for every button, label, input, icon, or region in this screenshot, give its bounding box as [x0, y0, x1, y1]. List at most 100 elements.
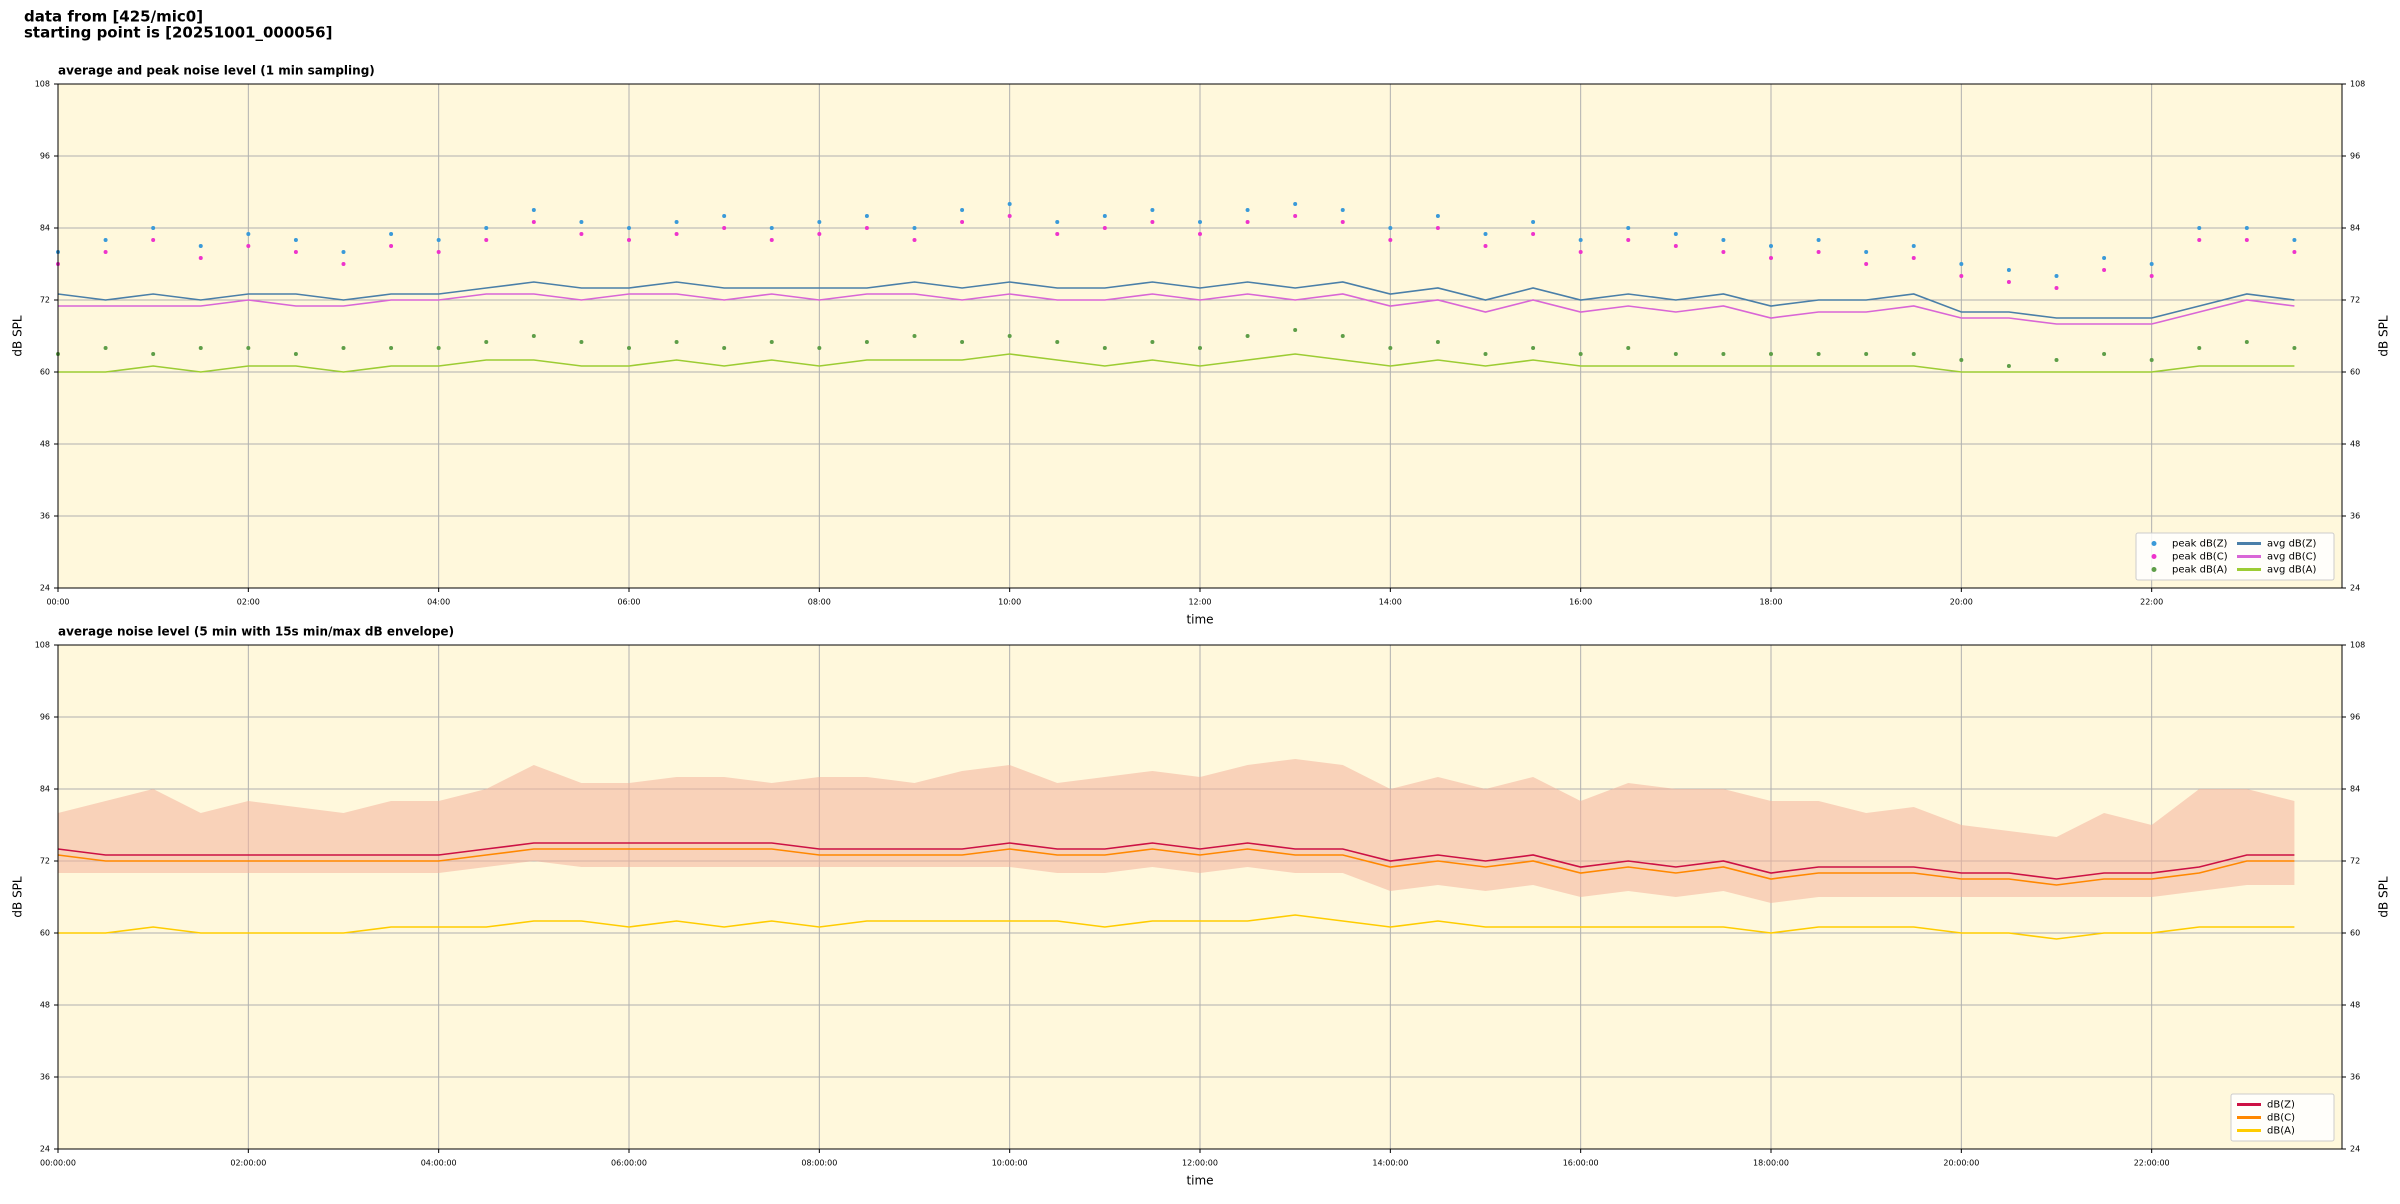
x-tick-label: 04:00:00	[421, 1159, 457, 1168]
y-tick-label: 36	[2350, 1073, 2360, 1082]
legend-label: dB(C)	[2267, 1113, 2295, 1124]
y-tick-label: 24	[2350, 584, 2360, 593]
peak-point	[1340, 220, 1345, 224]
x-tick-label: 10:00:00	[992, 1159, 1028, 1168]
peak-point	[1816, 238, 1821, 242]
peak-point	[1435, 226, 1440, 230]
x-axis-label: time	[1186, 613, 1213, 627]
peak-point	[674, 340, 679, 344]
peak-point	[2244, 238, 2249, 242]
y-tick-label: 60	[2350, 929, 2360, 938]
peak-point	[103, 250, 108, 254]
header-line: data from [425/mic0]	[24, 8, 203, 26]
peak-point	[198, 346, 203, 350]
y-tick-label: 84	[2350, 785, 2360, 794]
peak-point	[1340, 208, 1345, 212]
peak-point	[1578, 250, 1583, 254]
legend-label: dB(Z)	[2267, 1100, 2295, 1111]
peak-point	[1769, 256, 1773, 260]
x-tick-label: 02:00:00	[230, 1159, 266, 1168]
peak-point	[769, 340, 774, 344]
y-tick-label: 60	[40, 929, 50, 938]
x-tick-label: 10:00	[998, 598, 1021, 607]
x-tick-label: 14:00	[1379, 598, 1402, 607]
peak-point	[2149, 274, 2154, 278]
x-axis-label: time	[1186, 1174, 1213, 1188]
series-line	[58, 293, 2295, 325]
peak-point	[151, 226, 156, 230]
x-tick-label: 16:00	[1569, 598, 1592, 607]
peak-point	[389, 232, 394, 236]
peak-point	[2197, 238, 2202, 242]
peak-point	[1531, 346, 1536, 350]
peak-point	[2054, 286, 2059, 290]
peak-point	[103, 238, 108, 242]
peak-point	[674, 232, 679, 236]
peak-point	[960, 220, 965, 224]
peak-point	[2054, 274, 2059, 278]
peak-point	[1102, 346, 1107, 350]
peak-point	[2149, 262, 2154, 266]
peak-point	[293, 250, 298, 254]
peak-point	[2197, 346, 2202, 350]
header-line: starting point is [20251001_000056]	[24, 24, 332, 42]
series-line	[57, 281, 2295, 319]
series-line	[57, 848, 2295, 886]
y-tick-label: 96	[2350, 152, 2360, 161]
peak-point	[1007, 202, 1012, 206]
peak-point	[151, 238, 156, 242]
y-tick-label: 72	[40, 857, 50, 866]
peak-point	[1293, 214, 1298, 218]
peak-point	[1007, 214, 1012, 218]
peak-point	[103, 346, 108, 350]
x-tick-label: 18:00	[1759, 598, 1782, 607]
peak-point	[1864, 250, 1869, 254]
peak-point	[389, 244, 394, 248]
series-line	[58, 353, 2295, 373]
peak-point	[627, 238, 631, 242]
peak-point	[1673, 244, 1678, 248]
peak-point	[1864, 262, 1869, 266]
legend-label: avg dB(A)	[2267, 565, 2317, 576]
y-axis-label: dB SPL	[2377, 876, 2391, 918]
peak-point	[722, 346, 727, 350]
peak-point	[1198, 346, 1202, 350]
y-axis-label: dB SPL	[11, 315, 25, 357]
plot-frame	[57, 83, 2343, 589]
x-tick-label: 20:00:00	[1943, 1159, 1979, 1168]
y-tick-label: 72	[2350, 296, 2360, 305]
y-tick-label: 48	[40, 440, 50, 449]
y-tick-label: 108	[2350, 80, 2365, 89]
peak-point	[2102, 352, 2107, 356]
x-tick-label: 20:00	[1950, 598, 1973, 607]
peak-point	[2054, 358, 2059, 362]
peak-point	[1483, 352, 1488, 356]
peak-point	[579, 232, 584, 236]
peak-point	[1198, 232, 1202, 236]
peak-point	[1245, 208, 1250, 212]
x-tick-label: 22:00:00	[2134, 1159, 2170, 1168]
peak-point	[1816, 250, 1821, 254]
peak-point	[1864, 352, 1869, 356]
peak-point	[293, 352, 298, 356]
peak-point	[1769, 352, 1773, 356]
y-tick-label: 24	[40, 584, 50, 593]
peak-point	[1055, 340, 1060, 344]
peak-point	[1388, 238, 1393, 242]
peak-point	[960, 208, 965, 212]
peak-point	[817, 220, 822, 224]
peak-point	[2292, 238, 2297, 242]
peak-point	[293, 238, 298, 242]
peak-point	[674, 220, 679, 224]
peak-point	[1150, 220, 1155, 224]
legend: peak dB(Z) peak dB(C) peak dB(A) avg dB(Z) a…	[2135, 532, 2335, 581]
peak-point	[627, 346, 631, 350]
y-tick-label: 36	[40, 512, 50, 521]
peak-point	[2006, 268, 2011, 272]
peak-point	[484, 226, 489, 230]
x-tick-label: 06:00	[617, 598, 640, 607]
peak-point	[579, 340, 584, 344]
peak-point	[1531, 232, 1536, 236]
peak-point	[246, 232, 251, 236]
